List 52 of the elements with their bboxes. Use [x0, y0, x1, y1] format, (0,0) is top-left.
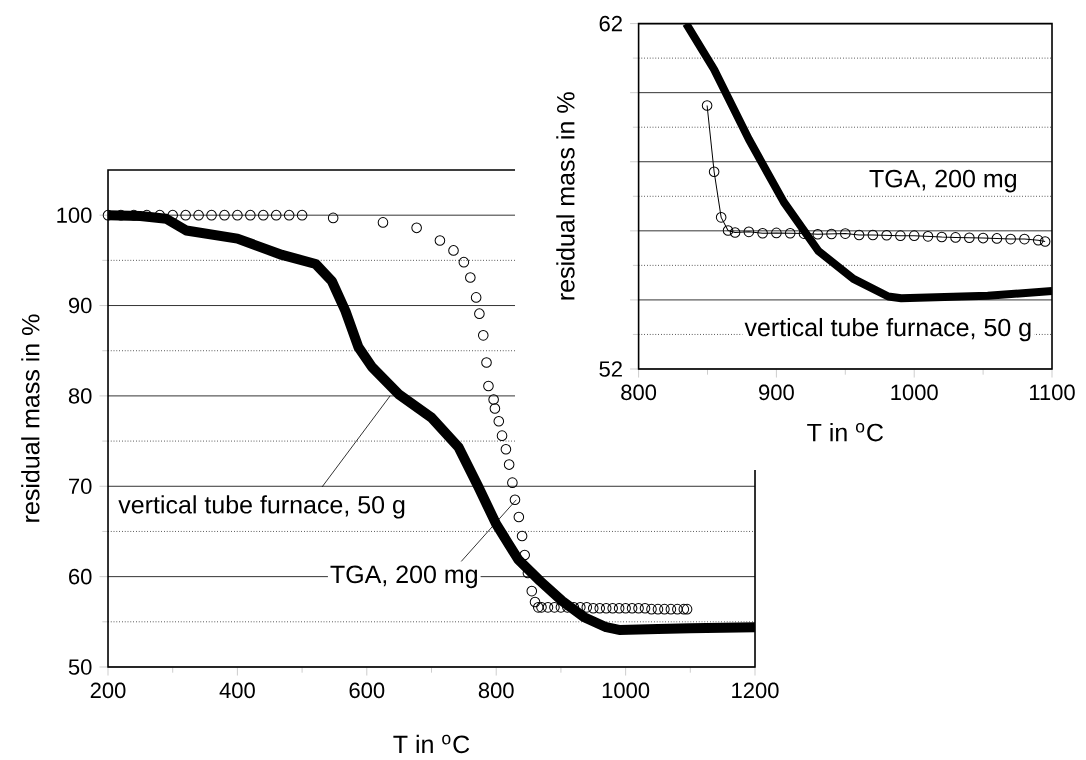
point	[1019, 233, 1030, 245]
y-axis-title: residual mass in %	[21, 314, 40, 522]
y-tick-label: 80	[68, 388, 92, 404]
point	[977, 232, 989, 244]
x-tick-label: 800	[621, 384, 657, 401]
point	[840, 228, 851, 239]
point	[908, 230, 920, 242]
y-tick-label: 70	[69, 478, 92, 495]
point	[853, 229, 865, 241]
y-tick-label: 50	[68, 659, 92, 675]
y-tick-label: 100	[57, 207, 92, 224]
point	[922, 231, 934, 242]
x-tick-label: 800	[478, 682, 514, 699]
x-tick-label: 1000	[891, 384, 938, 401]
point	[826, 228, 837, 240]
y-tick-label: 60	[69, 568, 92, 585]
point	[743, 226, 755, 238]
point	[722, 225, 734, 236]
x-axis-title: T in $^{o}$C	[807, 423, 884, 442]
point	[950, 232, 961, 243]
y-tick-label: 90	[68, 297, 92, 314]
point	[708, 166, 720, 178]
annotation: TGA, 200 mg	[330, 565, 477, 589]
x-tick-label: 1200	[732, 682, 779, 699]
x-tick-label: 400	[219, 682, 255, 699]
point	[812, 229, 824, 240]
annotation: TGA, 200 mg	[869, 169, 1016, 193]
x-tick-label: 600	[349, 682, 385, 699]
annotation: vertical tube furnace, 50 g	[118, 495, 405, 519]
x-tick-label: 1100	[1030, 384, 1075, 401]
point	[715, 212, 727, 223]
point	[771, 227, 782, 239]
point	[881, 230, 892, 241]
y-axis-title: residual mass in %	[556, 92, 575, 300]
x-tick-label: 1000	[602, 682, 650, 699]
y-tick-label: 52	[599, 361, 622, 377]
point	[867, 229, 879, 241]
point	[784, 228, 796, 239]
point	[1005, 233, 1016, 245]
point	[757, 228, 768, 239]
point	[936, 231, 948, 243]
point	[964, 232, 975, 244]
x-axis-title: T in $^{o}$C	[393, 734, 470, 754]
point	[991, 233, 1003, 244]
point	[701, 100, 713, 111]
point	[729, 227, 741, 238]
y-tick-label: 62	[599, 15, 622, 32]
annotation: vertical tube furnace, 50 g	[744, 318, 1031, 342]
point	[895, 230, 906, 242]
point	[1039, 236, 1051, 247]
x-tick-label: 900	[759, 384, 794, 401]
x-tick-label: 200	[90, 682, 126, 699]
